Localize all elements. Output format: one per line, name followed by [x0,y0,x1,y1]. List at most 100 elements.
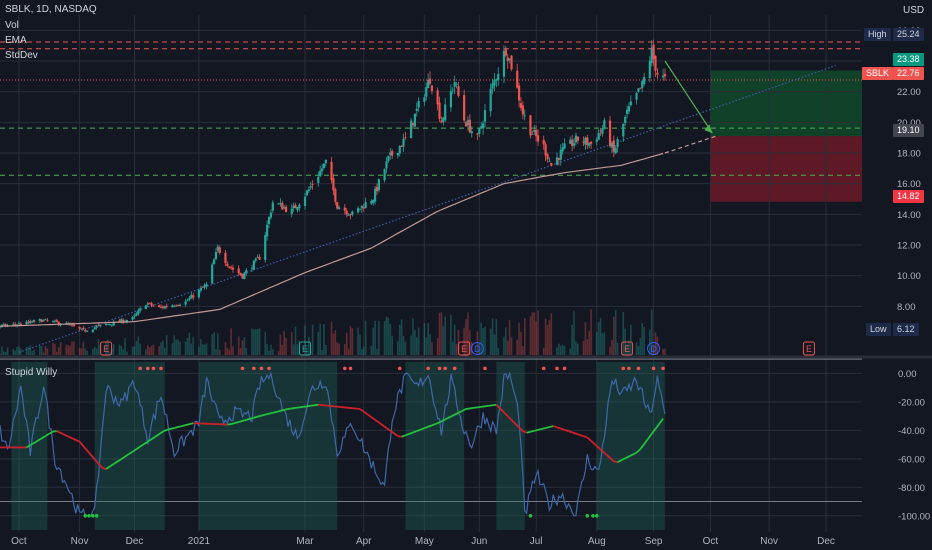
signal-line [102,467,107,470]
signal-line [189,422,194,426]
volume-bar [54,343,56,355]
volume-bar [245,348,248,355]
volume-bar [97,339,100,355]
volume-bar [33,349,35,355]
signal-line [442,417,448,422]
earnings-marker [299,341,312,356]
candle-body [271,202,274,211]
volume-bar [251,328,253,355]
candle-body [144,305,147,310]
candle-body [311,184,314,186]
oscillator-tick-label: -80.00 [898,483,925,494]
candle-body [427,79,430,89]
signal-line [37,437,43,442]
volume-bar [518,322,520,355]
candle-body [544,144,547,156]
candle-body [0,325,3,327]
candle-body [480,126,483,128]
signal-line [609,457,615,463]
signal-line [613,460,618,464]
candle-body [218,247,221,254]
candle-body [375,186,379,192]
x-tick-label: Nov [71,536,89,547]
candle-body [648,60,651,78]
signal-line [454,411,459,416]
signal-line [495,404,501,410]
candle-body [38,319,41,321]
volume-bar [171,343,174,355]
signal-line [113,460,118,465]
projection-arrow [664,60,713,134]
overbought-dot [397,366,402,371]
signal-line [408,431,414,435]
candle-body [563,143,566,149]
x-tick-label: Mar [296,536,314,547]
volume-bar [323,324,325,355]
symbol-title[interactable]: SBLK, 1D, NASDAQ [5,4,97,15]
volume-bar [397,341,399,355]
candle-body [158,305,161,307]
volume-bar [292,344,295,355]
candle-body [663,73,667,77]
price-tick-label: 16.00 [897,179,921,190]
candle-body [86,330,89,332]
earnings-marker [621,341,634,356]
volume-bar [86,350,88,355]
volume-bar [173,335,176,355]
candle-body [358,209,362,210]
candle-body [59,324,62,326]
price-tick-label: 8.00 [897,302,916,313]
signal-line [94,458,100,465]
candle-body [0,326,2,328]
signal-line [658,418,664,425]
overbought-dot [259,366,264,371]
indicator-stddev-label[interactable]: StdDev [5,50,38,61]
volume-bar [563,345,566,355]
indicator-volume-label[interactable]: Vol [5,20,19,31]
volume-bar [78,348,81,355]
signal-line [389,429,395,435]
signal-line [583,435,588,439]
candle-body [159,306,163,308]
indicator-ema-label[interactable]: EMA [5,35,27,46]
volume-bar [124,337,126,355]
candle-body [139,308,142,311]
signal-line [605,453,611,459]
volume-bar [616,342,619,355]
candle-body [17,323,21,325]
candle-body [133,315,136,317]
candle-body [201,286,204,288]
candle-body [31,321,34,323]
volume-bar [277,350,280,355]
oversold-dot [87,513,91,518]
volume-bar [16,346,18,355]
signal-line [549,425,554,428]
candle-body [542,139,545,145]
candle-body [44,319,47,320]
volume-bar [92,348,94,355]
volume-bar [531,312,534,355]
volume-bar [345,332,348,355]
signal-line [174,426,179,429]
volume-bar [184,341,187,355]
candle-body [110,324,113,326]
signal-line [492,403,497,407]
signal-line [105,465,111,470]
candle-body [68,324,72,326]
candle-body [267,216,271,224]
oscillator-title[interactable]: Stupid Willy [5,367,58,378]
volume-bar [482,328,484,355]
candle-body [230,267,233,269]
candle-body [430,85,434,92]
candle-body [654,55,657,71]
candle-body [250,268,254,270]
x-tick-label: 2021 [188,536,211,547]
candle-body [29,320,32,324]
candle-body [495,79,498,81]
candle-body [576,136,579,141]
volume-bar [575,341,577,355]
volume-bar [361,349,363,355]
signal-line [545,426,550,429]
x-tick-label: Dec [126,536,144,547]
